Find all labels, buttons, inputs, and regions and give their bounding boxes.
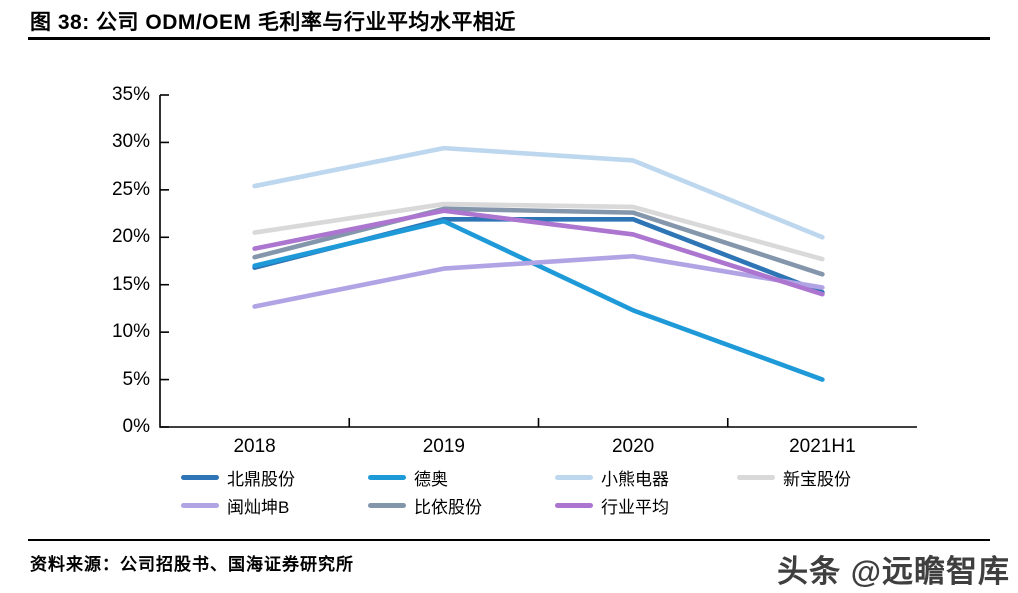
legend-swatch <box>181 474 219 480</box>
y-tick-label: 15% <box>111 273 150 295</box>
figure-title: 图 38: 公司 ODM/OEM 毛利率与行业平均水平相近 <box>30 11 516 34</box>
y-tick-label: 5% <box>122 368 150 390</box>
footer-divider <box>28 539 990 541</box>
x-tick-label: 2021H1 <box>789 436 856 457</box>
legend-item-比依股份: 比依股份 <box>368 494 482 517</box>
legend-item-新宝股份: 新宝股份 <box>737 466 851 489</box>
y-tick-label: 0% <box>122 416 150 437</box>
legend-label: 行业平均 <box>601 497 669 517</box>
legend-swatch <box>181 502 219 508</box>
legend-swatch <box>368 474 406 480</box>
x-tick-label: 2018 <box>233 436 276 457</box>
x-tick-label: 2019 <box>422 436 466 457</box>
legend-swatch <box>555 502 593 508</box>
series-line-闽灿坤B <box>252 253 825 309</box>
legend-swatch <box>555 474 593 480</box>
series-line-行业平均 <box>252 208 825 297</box>
title-divider <box>28 37 990 40</box>
legend-label: 比依股份 <box>414 497 482 517</box>
legend-item-行业平均: 行业平均 <box>555 494 669 517</box>
y-tick-label: 20% <box>111 226 150 248</box>
x-tick-label: 2020 <box>611 436 655 457</box>
legend-label: 德奥 <box>414 469 448 489</box>
legend-label: 北鼎股份 <box>227 469 295 489</box>
series-line-小熊电器 <box>252 145 825 240</box>
legend-label: 新宝股份 <box>783 469 851 489</box>
legend-label: 小熊电器 <box>601 469 669 489</box>
legend-label: 闽灿坤B <box>227 497 290 517</box>
legend-item-闽灿坤B: 闽灿坤B <box>181 494 290 517</box>
legend-item-小熊电器: 小熊电器 <box>555 466 669 489</box>
legend-swatch <box>737 474 775 480</box>
legend-swatch <box>368 502 406 508</box>
series-line-德奥 <box>252 218 825 382</box>
y-tick-label: 10% <box>111 321 150 343</box>
y-tick-label: 25% <box>111 178 150 200</box>
source-note: 资料来源：公司招股书、国海证券研究所 <box>30 555 354 574</box>
legend-item-德奥: 德奥 <box>368 466 448 489</box>
y-tick-label: 30% <box>111 131 150 153</box>
y-tick-label: 35% <box>111 84 150 105</box>
legend-item-北鼎股份: 北鼎股份 <box>181 466 295 489</box>
series-line-新宝股份 <box>252 201 825 262</box>
watermark: 头条 @远瞻智库 <box>777 554 1010 589</box>
series-line-比依股份 <box>252 206 825 277</box>
